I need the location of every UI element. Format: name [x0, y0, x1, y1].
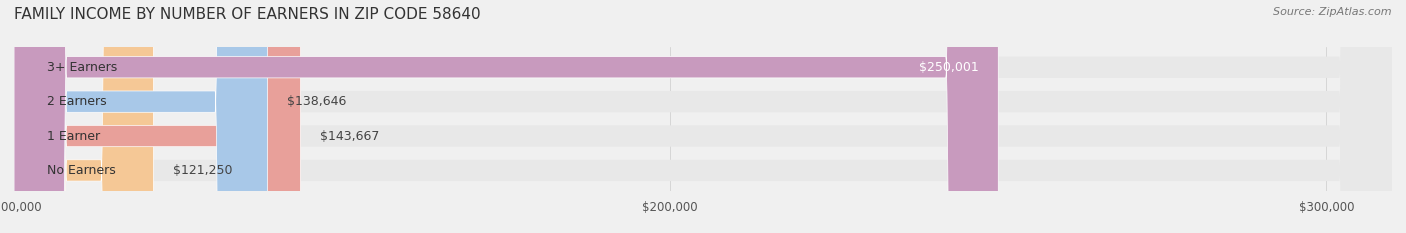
FancyBboxPatch shape	[14, 0, 998, 233]
Text: $143,667: $143,667	[321, 130, 380, 143]
Text: No Earners: No Earners	[46, 164, 115, 177]
Text: 3+ Earners: 3+ Earners	[46, 61, 117, 74]
Text: 1 Earner: 1 Earner	[46, 130, 100, 143]
FancyBboxPatch shape	[14, 0, 153, 233]
Text: $250,001: $250,001	[920, 61, 979, 74]
FancyBboxPatch shape	[14, 0, 301, 233]
FancyBboxPatch shape	[14, 0, 1392, 233]
Text: 2 Earners: 2 Earners	[46, 95, 107, 108]
FancyBboxPatch shape	[14, 0, 1392, 233]
FancyBboxPatch shape	[14, 0, 267, 233]
FancyBboxPatch shape	[14, 0, 1392, 233]
Text: FAMILY INCOME BY NUMBER OF EARNERS IN ZIP CODE 58640: FAMILY INCOME BY NUMBER OF EARNERS IN ZI…	[14, 7, 481, 22]
Text: $138,646: $138,646	[287, 95, 347, 108]
Text: $121,250: $121,250	[173, 164, 232, 177]
Text: Source: ZipAtlas.com: Source: ZipAtlas.com	[1274, 7, 1392, 17]
FancyBboxPatch shape	[14, 0, 1392, 233]
